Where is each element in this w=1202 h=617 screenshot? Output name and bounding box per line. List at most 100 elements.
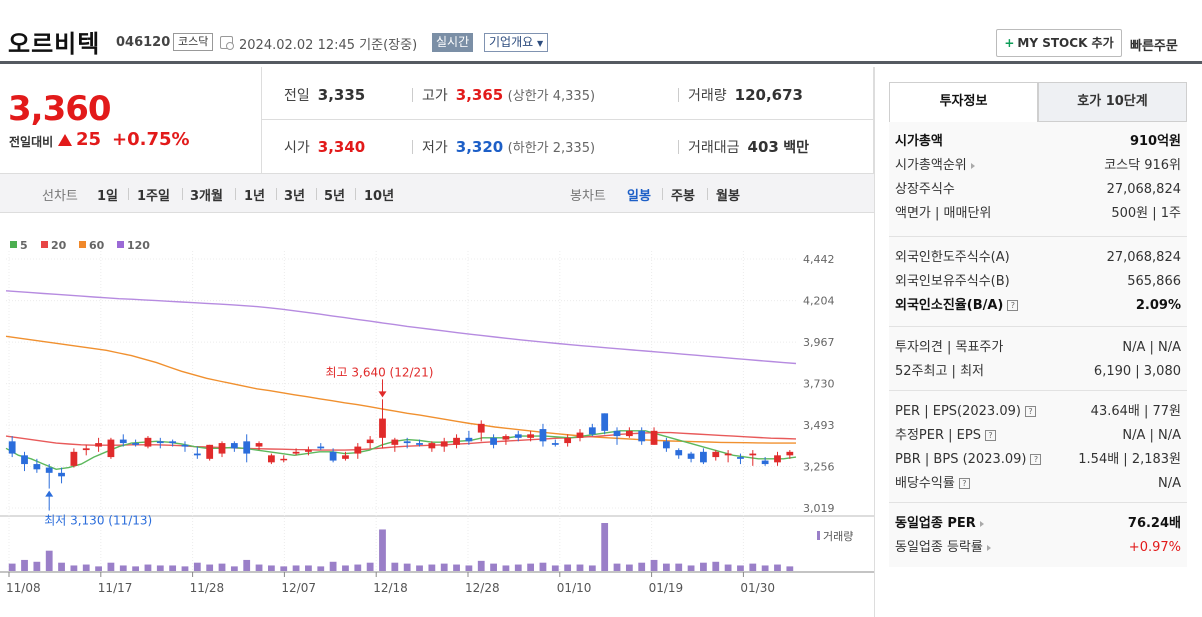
info-key: 외국인한도주식수(A) (895, 250, 1010, 265)
volume-bar (625, 564, 633, 571)
info-key: 외국인보유주식수(B) (895, 274, 1010, 289)
candle (292, 451, 300, 454)
candle (724, 453, 732, 456)
info-value: 76.24배 (1127, 516, 1181, 531)
candle (107, 439, 115, 458)
x-tick-label: 01/19 (649, 581, 684, 595)
candle (379, 418, 386, 438)
candle (45, 467, 53, 473)
candle (440, 441, 448, 447)
candle (749, 453, 757, 456)
prev-close: 전일 3,335 (284, 85, 365, 105)
volume-bar (342, 565, 349, 571)
divider (261, 67, 262, 173)
volume-bar (527, 563, 535, 571)
chevron-right-icon (979, 520, 984, 527)
candle (329, 451, 337, 461)
upper-limit: (상한가 4,335) (507, 89, 596, 104)
volume-bar (786, 566, 794, 571)
high-value: 3,365 (455, 86, 504, 104)
info-value: 43.64배 | 77원 (1090, 404, 1181, 419)
candle (58, 472, 65, 477)
company-overview-button[interactable]: 기업개요 ▼ (484, 33, 549, 52)
y-tick-label: 3,493 (803, 419, 835, 432)
info-key: 52주최고 | 최저 (895, 364, 984, 379)
open-label: 시가 (284, 140, 310, 156)
divider (662, 188, 663, 200)
period-3m[interactable]: 3개월 (190, 189, 223, 204)
realtime-button[interactable]: 실시간 (432, 33, 474, 52)
info-key: 투자의견 | 목표주가 (895, 340, 1004, 355)
panel-tabs: 투자정보 호가 10단계 (889, 82, 1187, 122)
candle-monthly[interactable]: 월봉 (716, 189, 740, 204)
trade-amount: 거래대금 403 백만 (688, 137, 809, 157)
period-1d[interactable]: 1일 (97, 189, 119, 204)
candle (354, 446, 362, 454)
volume-bar (354, 564, 362, 571)
volume-bar (440, 563, 448, 571)
info-row[interactable]: 동일업종 PER 76.24배 (895, 514, 1181, 534)
volume-bar (107, 562, 115, 571)
volume-label: 거래량 (823, 530, 853, 543)
info-row: 배당수익률? N/A (895, 474, 1181, 494)
high-annotation: 최고 3,640 (12/21) (325, 365, 433, 379)
help-icon[interactable]: ? (958, 478, 970, 489)
volume-bar (305, 565, 312, 571)
info-row[interactable]: 시가총액순위 코스닥 916위 (895, 156, 1181, 176)
candle (243, 441, 251, 454)
volume-label: 거래량 (688, 88, 727, 104)
volume-bar (132, 566, 140, 571)
volume-bar (169, 565, 177, 571)
period-3y[interactable]: 3년 (284, 189, 306, 204)
volume-bar (58, 562, 65, 571)
volume-bar (613, 563, 621, 571)
line-chart-label: 선차트 (42, 189, 78, 204)
candle-weekly[interactable]: 주봉 (671, 189, 695, 204)
amount-value: 403 (747, 138, 779, 156)
candle (453, 437, 460, 445)
help-icon[interactable]: ? (1024, 406, 1036, 417)
info-row[interactable]: 동일업종 등락률 +0.97% (895, 538, 1181, 558)
info-value: N/A | N/A (1122, 340, 1181, 355)
candle (305, 450, 312, 452)
volume-bar (453, 564, 460, 571)
divider (276, 188, 277, 200)
info-row: 외국인한도주식수(A) 27,068,824 (895, 248, 1181, 268)
volume-bar (391, 562, 399, 571)
x-tick-label: 11/17 (98, 581, 133, 595)
candle (21, 455, 28, 465)
my-stock-add-button[interactable]: + MY STOCK 추가 (996, 29, 1122, 57)
ma5-line (5, 430, 797, 471)
volume-bar (243, 559, 251, 571)
period-1w[interactable]: 1주일 (137, 189, 170, 204)
candle (601, 413, 609, 431)
volume-bar (774, 564, 781, 571)
volume-bar (33, 561, 41, 571)
period-5y[interactable]: 5년 (324, 189, 346, 204)
candle (95, 443, 102, 447)
candle (169, 441, 177, 444)
candle-daily[interactable]: 일봉 (627, 189, 651, 204)
info-key: PER | EPS(2023.09)? (895, 402, 1036, 422)
volume-bar (477, 560, 485, 571)
info-value: +0.97% (1128, 540, 1181, 555)
tab-quote-10[interactable]: 호가 10단계 (1038, 82, 1187, 122)
volume-legend-swatch (817, 531, 820, 540)
help-icon[interactable]: ? (1030, 454, 1042, 465)
volume-bar (761, 565, 769, 571)
candle (675, 450, 683, 456)
period-1y[interactable]: 1년 (244, 189, 266, 204)
info-row: 액면가 | 매매단위 500원 | 1주 (895, 204, 1181, 224)
period-10y[interactable]: 10년 (364, 189, 395, 204)
x-tick-label: 12/28 (465, 581, 500, 595)
volume-bar (749, 563, 757, 571)
candle (588, 427, 596, 435)
help-icon[interactable]: ? (984, 430, 996, 441)
info-value: N/A (1158, 476, 1181, 491)
candle (317, 446, 325, 449)
volume-bar (539, 562, 547, 571)
help-icon[interactable]: ? (1007, 300, 1019, 311)
quick-order-button[interactable]: 빠른주문 (1130, 39, 1178, 54)
tab-invest-info[interactable]: 투자정보 (889, 82, 1038, 122)
y-tick-label: 3,019 (803, 502, 835, 515)
